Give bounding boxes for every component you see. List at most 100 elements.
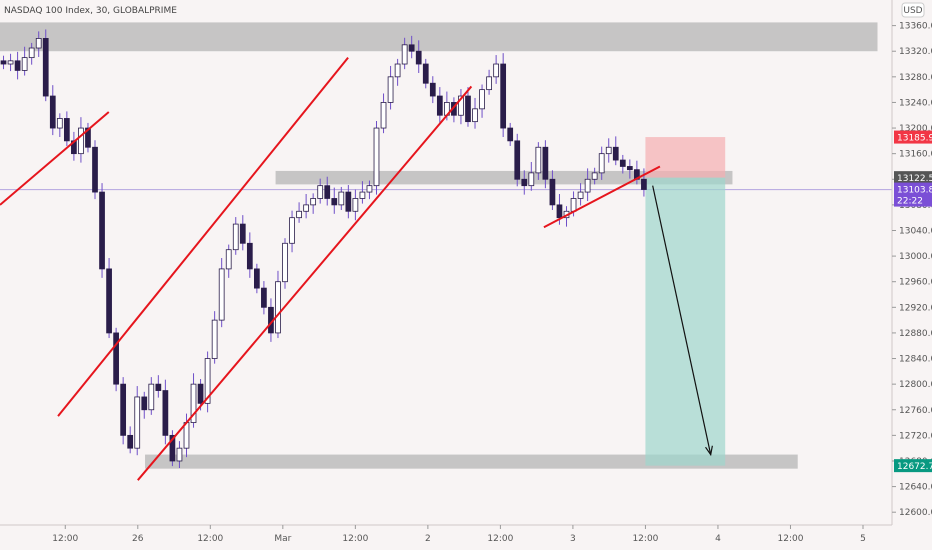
price-tick-label-9: 13000.00 <box>899 252 932 262</box>
candle-body-31 <box>218 268 225 321</box>
candle-body-73 <box>514 140 521 180</box>
candle-body-53 <box>373 127 380 187</box>
candle-body-8 <box>56 118 63 129</box>
candle-body-66 <box>465 95 471 123</box>
time-tick-label-7: 3 <box>570 534 576 544</box>
price-tick-label-12: 12880.00 <box>899 329 932 339</box>
price-label-2: 13103.88 <box>897 186 932 196</box>
price-tick-label-1: 13320.00 <box>899 47 932 57</box>
candle-body-14 <box>99 191 105 270</box>
candle-body-62 <box>436 95 443 116</box>
time-axis[interactable]: 12:00 26 12:00 Mar 12:00 2 12:00 3 12:00 4 12:00 5 <box>0 524 892 544</box>
candle-body-74 <box>521 178 528 187</box>
candle-body-13 <box>92 146 98 193</box>
candle-body-59 <box>415 50 422 65</box>
candle-body-2 <box>14 60 21 71</box>
price-tick-label-15: 12760.00 <box>899 406 932 416</box>
price-label-1: 13122.53 <box>897 174 932 184</box>
candle-body-67 <box>472 108 478 123</box>
candle-body-72 <box>507 127 514 142</box>
candle-body-19 <box>134 396 141 449</box>
candle-body-51 <box>359 191 366 199</box>
price-label-bg-1 <box>894 171 932 185</box>
candle-body-84 <box>591 172 598 180</box>
candle-body-79 <box>556 204 563 219</box>
candle-body-42 <box>296 210 302 219</box>
zone-1 <box>275 170 733 185</box>
time-tick-label-11: 5 <box>860 534 866 544</box>
stop-zone <box>645 137 726 178</box>
candle-body-54 <box>380 102 387 129</box>
zone-2 <box>145 454 798 469</box>
time-tick-label-9: 4 <box>715 534 721 544</box>
candle-body-44 <box>310 198 317 206</box>
price-tick-label-16: 12720.00 <box>899 431 932 441</box>
trendlines-layer <box>0 56 713 481</box>
candle-body-6 <box>42 38 49 97</box>
target-arrow-head <box>705 445 713 457</box>
price-tick-label-13: 12840.00 <box>899 355 932 365</box>
currency-badge[interactable]: USD <box>901 2 925 18</box>
price-tick-label-5: 13160.00 <box>899 150 932 160</box>
candle-body-18 <box>127 434 134 449</box>
zone-0 <box>0 22 878 52</box>
candle-body-69 <box>486 76 492 91</box>
candle-body-28 <box>197 383 204 404</box>
time-tick-label-6: 12:00 <box>487 534 513 544</box>
candle-body-16 <box>113 332 119 385</box>
candle-body-89 <box>626 166 633 171</box>
candle-body-58 <box>408 44 415 52</box>
candle-body-29 <box>204 358 211 404</box>
price-tick-label-8: 13040.00 <box>899 226 932 236</box>
candle-body-32 <box>225 249 232 270</box>
price-tick-label-0: 13360.00 <box>899 22 932 32</box>
candle-body-20 <box>141 396 148 411</box>
candle-body-33 <box>232 223 239 251</box>
price-label-bg-0 <box>894 130 932 144</box>
candle-body-27 <box>190 383 197 423</box>
candle-body-5 <box>35 38 42 49</box>
candle-body-41 <box>289 217 295 244</box>
candle-body-61 <box>429 82 436 97</box>
price-tick-label-19: 12600.00 <box>899 508 932 518</box>
candle-body-52 <box>366 185 373 193</box>
candle-body-26 <box>183 422 190 449</box>
candle-body-0 <box>0 60 7 65</box>
candle-body-9 <box>63 118 70 142</box>
candle-body-50 <box>352 198 359 212</box>
candle-body-81 <box>570 198 577 212</box>
price-label-time-2: 22:22 <box>897 197 923 207</box>
time-tick-label-2: 12:00 <box>197 534 223 544</box>
candle-body-15 <box>106 268 112 334</box>
candle-body-45 <box>317 185 324 199</box>
chart-title: NASDAQ 100 Index, 30, GLOBALPRIME <box>4 6 177 16</box>
candle-body-55 <box>387 76 394 103</box>
candle-body-24 <box>169 434 176 462</box>
candle-body-22 <box>155 383 162 391</box>
candle-body-25 <box>176 447 183 462</box>
candle-body-36 <box>253 268 260 289</box>
price-axis[interactable]: 13360.00 13320.00 13280.00 13240.00 13200.00… <box>891 0 932 525</box>
candle-body-78 <box>549 178 556 206</box>
candle-body-37 <box>261 287 267 308</box>
candle-body-88 <box>619 159 626 167</box>
candle-body-12 <box>85 127 91 148</box>
candle-body-71 <box>500 63 507 129</box>
price-tick-label-18: 12640.00 <box>899 483 932 493</box>
candle-body-30 <box>211 319 218 359</box>
candle-body-40 <box>282 242 288 283</box>
price-tick-label-4: 13200.00 <box>899 124 932 134</box>
candle-body-68 <box>479 89 485 110</box>
candle-body-4 <box>28 47 35 59</box>
candle-body-21 <box>148 383 155 411</box>
candle-body-23 <box>162 390 169 436</box>
candle-body-46 <box>324 185 331 199</box>
candle-body-85 <box>598 153 605 174</box>
target-arrow <box>652 185 712 455</box>
candle-body-47 <box>331 198 338 206</box>
candles-layer <box>0 29 647 469</box>
currency-label: USD <box>903 6 922 16</box>
time-tick-label-5: 2 <box>425 534 431 544</box>
candle-body-70 <box>493 63 499 78</box>
